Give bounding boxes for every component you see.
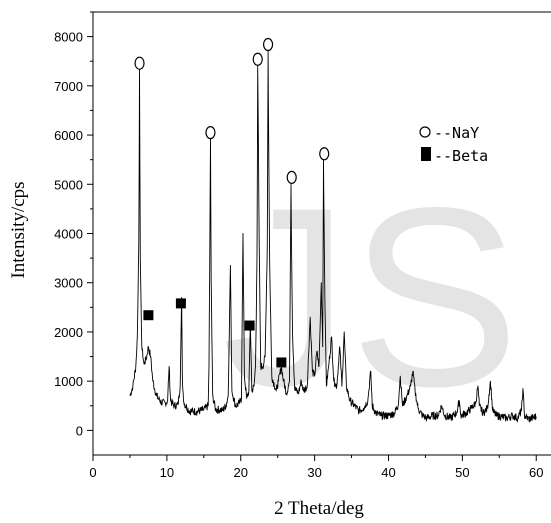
y-tick-label: 7000 bbox=[54, 79, 83, 94]
y-tick-label: 4000 bbox=[54, 227, 83, 242]
beta-peak-marker bbox=[143, 310, 154, 321]
x-tick-label: 30 bbox=[307, 465, 321, 480]
x-tick-label: 40 bbox=[381, 465, 395, 480]
beta-peak-marker bbox=[276, 357, 287, 368]
y-tick-label: 8000 bbox=[54, 30, 83, 45]
legend-square-icon bbox=[421, 147, 431, 161]
x-tick-label: 0 bbox=[89, 465, 96, 480]
y-tick-label: 2000 bbox=[54, 325, 83, 340]
x-axis: 0 10 20 30 40 50 60 bbox=[89, 455, 543, 480]
y-tick-label: 1000 bbox=[54, 374, 83, 389]
beta-peak-marker bbox=[244, 320, 255, 331]
y-tick-label: 6000 bbox=[54, 128, 83, 143]
y-axis: 0 1000 2000 3000 4000 5000 6000 7000 8000 bbox=[54, 11, 93, 438]
x-tick-label: 20 bbox=[234, 465, 248, 480]
beta-peak-marker bbox=[175, 298, 186, 309]
nay-peak-marker bbox=[205, 125, 216, 140]
y-tick-label: 0 bbox=[76, 423, 83, 438]
nay-peak-marker bbox=[134, 56, 145, 70]
y-tick-label: 3000 bbox=[54, 276, 83, 291]
nay-peak-marker bbox=[262, 37, 274, 52]
xrd-pattern-line bbox=[129, 50, 537, 423]
legend-circle-icon bbox=[419, 126, 431, 138]
legend-label-nay: --NaY bbox=[434, 124, 479, 142]
watermark: JS bbox=[222, 155, 520, 440]
nay-peak-marker bbox=[319, 147, 330, 161]
y-tick-label: 5000 bbox=[54, 177, 83, 192]
nay-peak-marker bbox=[252, 52, 263, 66]
x-axis-title: 2 Theta/deg bbox=[274, 498, 364, 519]
x-tick-label: 50 bbox=[455, 465, 469, 480]
y-axis-title: Intensity/cps bbox=[8, 181, 29, 278]
legend-label-beta: --Beta bbox=[434, 147, 488, 165]
watermark-text: JS bbox=[222, 155, 520, 440]
x-tick-label: 10 bbox=[160, 465, 174, 480]
marker-layer bbox=[134, 37, 330, 368]
series-layer bbox=[129, 50, 537, 423]
legend: --NaY --Beta bbox=[419, 124, 488, 165]
x-tick-label: 60 bbox=[529, 465, 543, 480]
nay-peak-marker bbox=[286, 170, 297, 184]
